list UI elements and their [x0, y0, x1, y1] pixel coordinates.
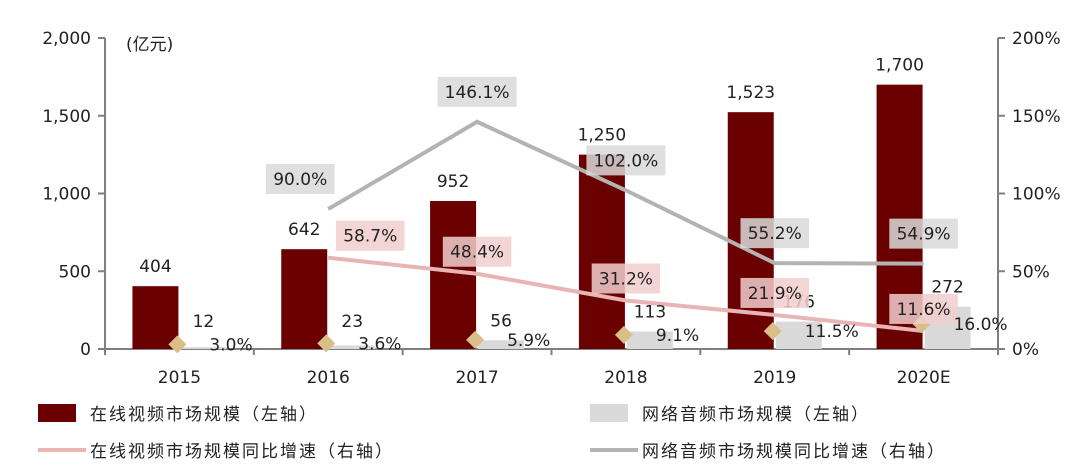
marker-label: 3.0% — [209, 335, 252, 355]
x-tick-label: 2016 — [307, 368, 350, 388]
bar-online-video — [281, 249, 328, 349]
bar-online-audio-label: 56 — [490, 311, 512, 331]
diamond-marker — [763, 322, 782, 341]
right-tick-label: 200% — [1012, 29, 1061, 49]
diamond-marker — [614, 325, 633, 344]
x-tick-label: 2019 — [753, 368, 796, 388]
left-tick-label: 500 — [59, 262, 91, 282]
left-tick-label: 1,500 — [42, 107, 91, 127]
audio-growth-label-box — [437, 76, 517, 107]
video-growth-label: 21.9% — [748, 284, 802, 304]
line-video-growth — [328, 255, 924, 333]
audio-growth-label: 55.2% — [748, 224, 802, 244]
bar-online-video-label: 1,250 — [578, 126, 627, 146]
marker-label: 9.1% — [656, 326, 699, 346]
bar-online-video — [578, 154, 625, 349]
audio-growth-label: 90.0% — [273, 170, 327, 190]
video-growth-label-box — [889, 293, 958, 324]
video-growth-label: 48.4% — [450, 243, 504, 263]
legend-swatch — [38, 404, 76, 422]
right-tick-label: 0% — [1012, 340, 1039, 360]
x-tick-label: 2020E — [897, 368, 951, 388]
legend-label: 在线视频市场规模同比增速（右轴） — [90, 442, 394, 462]
left-tick-label: 1,000 — [42, 185, 91, 205]
left-tick-label: 2,000 — [42, 29, 91, 49]
legend: 在线视频市场规模（左轴） 网络音频市场规模（左轴） 在线视频市场规模同比增速（右轴）… — [38, 404, 946, 462]
bar-online-video-label: 1,700 — [875, 56, 924, 76]
video-growth-label: 58.7% — [343, 227, 397, 247]
diamond-marker — [466, 330, 485, 349]
bar-online-audio-label: 23 — [341, 312, 363, 332]
right-tick-label: 50% — [1012, 262, 1050, 282]
audio-growth-label-box — [586, 145, 666, 176]
video-growth-label-box — [336, 220, 405, 251]
bar-online-audio-label: 272 — [931, 278, 963, 298]
marker-label: 5.9% — [507, 331, 550, 351]
bar-online-audio — [626, 331, 673, 349]
audio-growth-label: 54.9% — [897, 225, 951, 245]
marker-label: 3.6% — [358, 334, 401, 354]
video-growth-label-box — [442, 236, 512, 267]
bar-online-audio — [478, 340, 525, 349]
left-axis-unit: (亿元) — [126, 35, 173, 55]
left-tick-label: 0 — [80, 340, 91, 360]
right-tick-label: 100% — [1012, 185, 1061, 205]
right-tick-label: 150% — [1012, 107, 1061, 127]
bar-online-video-label: 642 — [288, 220, 320, 240]
bar-online-video-label: 952 — [437, 172, 469, 192]
bar-online-video-label: 1,523 — [726, 83, 775, 103]
legend-label: 在线视频市场规模（左轴） — [90, 405, 318, 425]
audio-growth-label: 146.1% — [445, 83, 510, 103]
video-growth-label: 11.6% — [897, 300, 951, 320]
bar-online-video-label: 404 — [139, 257, 171, 277]
bar-online-audio-label: 12 — [193, 312, 215, 332]
marker-label: 11.5% — [805, 322, 859, 342]
diamond-marker — [317, 334, 336, 353]
legend-label: 网络音频市场规模同比增速（右轴） — [642, 442, 946, 462]
audio-growth-label-box — [889, 218, 958, 249]
legend-swatch — [590, 404, 628, 422]
line-audio-growth — [327, 119, 924, 266]
video-growth-label-box — [591, 263, 661, 294]
bar-online-audio — [180, 347, 227, 349]
right-axis-ticks: 0% 50% 100% 150% 200% — [998, 29, 1061, 360]
bar-online-audio-label: 113 — [634, 302, 666, 322]
diamond-marker — [168, 335, 187, 354]
video-growth-label: 31.2% — [599, 269, 653, 289]
bars — [132, 84, 971, 350]
bar-online-audio — [329, 345, 376, 349]
legend-label: 网络音频市场规模（左轴） — [642, 405, 870, 425]
data-labels: 4046429521,2501,5231,7001223561131762729… — [139, 56, 1007, 356]
audio-growth-label-box — [740, 218, 809, 249]
bar-online-audio — [775, 321, 822, 349]
growth-lines — [327, 119, 924, 333]
audio-growth-label-box — [266, 164, 335, 195]
x-tick-label: 2018 — [604, 368, 647, 388]
axes: (亿元) — [104, 35, 999, 350]
video-growth-label-box — [740, 277, 809, 308]
left-axis-ticks: 0 500 1,000 1,500 2,000 — [42, 29, 105, 360]
x-tick-label: 2015 — [158, 368, 201, 388]
marker-label: 16.0% — [954, 315, 1008, 335]
audio-growth-label: 102.0% — [594, 151, 659, 171]
bar-online-video — [132, 286, 179, 349]
x-axis-ticks: 2015 2016 2017 2018 2019 2020E — [104, 349, 999, 388]
x-tick-label: 2017 — [455, 368, 498, 388]
bar-online-video — [430, 200, 477, 349]
